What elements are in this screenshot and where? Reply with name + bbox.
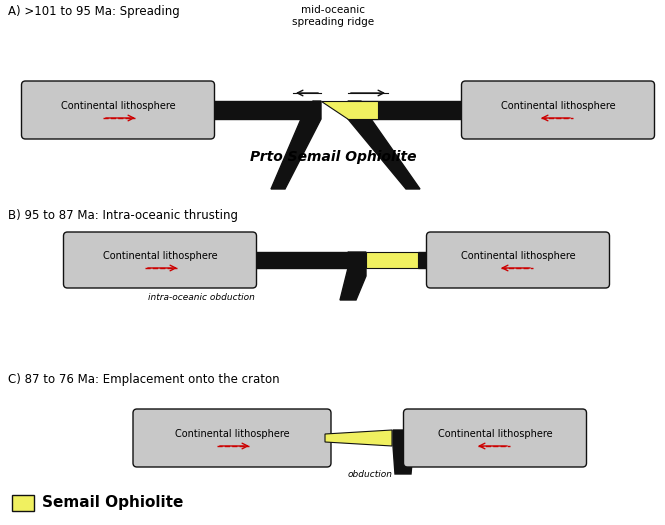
Polygon shape <box>415 430 580 446</box>
Text: Semail Ophiolite: Semail Ophiolite <box>42 496 184 510</box>
Text: mid-oceanic
spreading ridge: mid-oceanic spreading ridge <box>292 5 374 27</box>
Polygon shape <box>325 430 392 446</box>
Text: intra-oceanic obduction: intra-oceanic obduction <box>148 293 255 302</box>
Text: A) >101 to 95 Ma: Spreading: A) >101 to 95 Ma: Spreading <box>8 5 180 18</box>
Text: obduction: obduction <box>348 470 392 479</box>
FancyBboxPatch shape <box>133 409 331 467</box>
Text: Continental lithosphere: Continental lithosphere <box>438 429 553 439</box>
Text: Continental lithosphere: Continental lithosphere <box>61 101 176 111</box>
FancyBboxPatch shape <box>63 232 257 288</box>
Text: Continental lithosphere: Continental lithosphere <box>461 251 575 261</box>
Polygon shape <box>418 252 437 268</box>
FancyBboxPatch shape <box>462 81 654 139</box>
Polygon shape <box>340 252 366 300</box>
Polygon shape <box>252 252 348 268</box>
Bar <box>12 495 34 511</box>
Polygon shape <box>271 101 321 189</box>
Text: C) 87 to 76 Ma: Emplacement onto the craton: C) 87 to 76 Ma: Emplacement onto the cra… <box>8 373 279 386</box>
Text: Continental lithosphere: Continental lithosphere <box>501 101 615 111</box>
Text: Continental lithosphere: Continental lithosphere <box>175 429 289 439</box>
Polygon shape <box>321 101 378 119</box>
Polygon shape <box>366 252 418 268</box>
Polygon shape <box>361 101 465 119</box>
FancyBboxPatch shape <box>404 409 587 467</box>
Text: Continental lithosphere: Continental lithosphere <box>102 251 217 261</box>
Text: Prto Semail Ophiolite: Prto Semail Ophiolite <box>250 150 416 164</box>
FancyBboxPatch shape <box>21 81 215 139</box>
Polygon shape <box>437 252 600 268</box>
Polygon shape <box>348 101 420 189</box>
Text: B) 95 to 87 Ma: Intra-oceanic thrusting: B) 95 to 87 Ma: Intra-oceanic thrusting <box>8 209 238 222</box>
Polygon shape <box>210 101 313 119</box>
Polygon shape <box>393 430 415 474</box>
FancyBboxPatch shape <box>426 232 610 288</box>
